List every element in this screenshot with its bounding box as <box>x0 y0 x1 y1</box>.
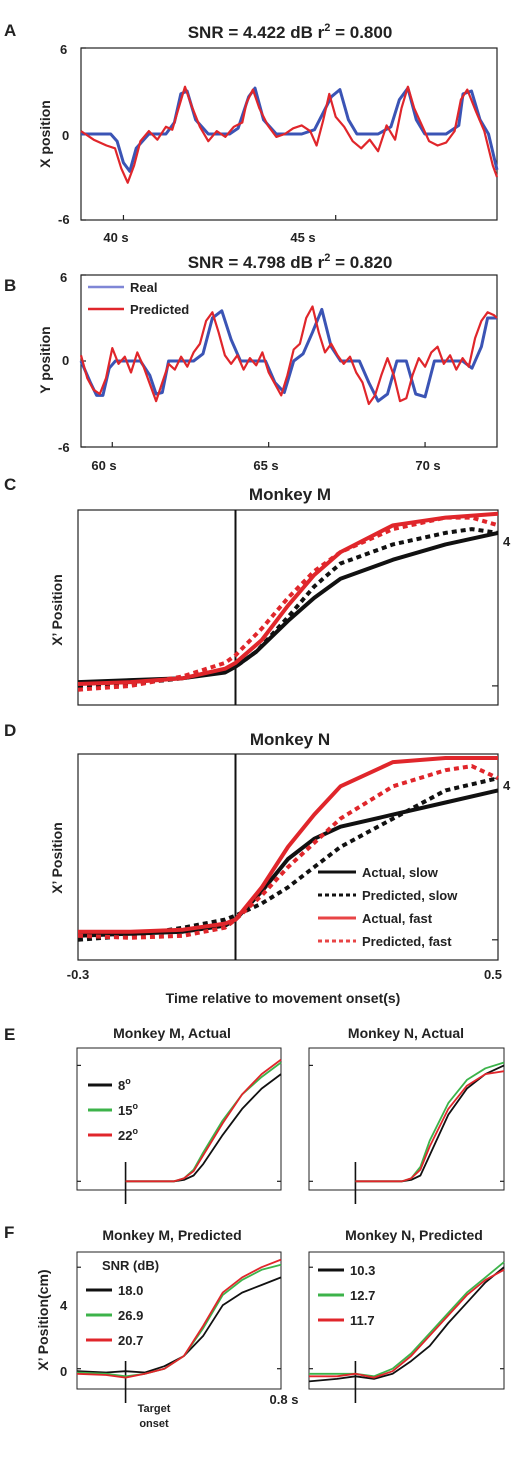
legend-label-snr-green-right: 12.7 <box>350 1288 375 1303</box>
panel-e-frame-left <box>76 1047 282 1191</box>
panel-a-title: SNR = 4.422 dB r2 = 0.800 <box>188 22 393 42</box>
panel-c-ylabel: X’ Position <box>49 574 65 646</box>
panel-label-f: F <box>4 1223 14 1242</box>
legend-label-snr-red-left: 20.7 <box>118 1333 143 1348</box>
panel-a-plot <box>80 47 499 221</box>
panel-e-series-right-15 <box>355 1061 505 1183</box>
legend-label-snr-black-right: 10.3 <box>350 1263 375 1278</box>
panel-b-xtick-70: 70 s <box>415 458 440 473</box>
panel-d-xtick-end: 0.5 <box>484 967 502 982</box>
panel-b-title: SNR = 4.798 dB r2 = 0.820 <box>188 252 393 272</box>
panel-d-title: Monkey N <box>250 730 330 749</box>
panel-d-series-actual-slow <box>77 788 499 938</box>
panel-f-title-left: Monkey M, Predicted <box>102 1227 241 1243</box>
panel-d-xlabel: Time relative to movement onset(s) <box>166 990 401 1006</box>
panel-d-series-predicted-fast <box>77 764 499 940</box>
panel-c-series-predicted-slow <box>77 527 499 688</box>
legend-label-real: Real <box>130 280 157 295</box>
panel-e: Monkey M, Actual Monkey N, Actual 8o 15o… <box>76 1025 505 1204</box>
legend-label-predicted: Predicted <box>130 302 189 317</box>
panel-f-series-right-black <box>308 1266 505 1383</box>
panel-e-plot <box>77 1058 505 1204</box>
panel-e-title-left: Monkey M, Actual <box>113 1025 231 1041</box>
panel-d-ytick-4: 4 <box>503 778 511 793</box>
panel-f-ytick-4: 4 <box>60 1298 68 1313</box>
legend-label-snr-red-right: 11.7 <box>350 1313 375 1328</box>
panel-a-series-real <box>81 86 499 173</box>
panel-e-title-right: Monkey N, Actual <box>348 1025 464 1041</box>
panel-f-target-label-1: Target <box>138 1403 171 1415</box>
panel-f-frame-right <box>308 1251 505 1390</box>
panel-a-xtick-45: 45 s <box>290 230 315 245</box>
panel-b-xtick-65: 65 s <box>253 458 278 473</box>
panel-label-c: C <box>4 475 16 494</box>
panel-e-frame-right <box>308 1047 505 1191</box>
panel-f-frame-left <box>76 1251 282 1390</box>
panel-e-series-left-22 <box>125 1058 282 1183</box>
panel-e-series-right-8 <box>355 1064 505 1183</box>
legend-label-actual-fast: Actual, fast <box>362 911 433 926</box>
panel-f-legend-title: SNR (dB) <box>102 1258 159 1273</box>
panel-f-ytick-0: 0 <box>60 1364 67 1379</box>
panel-a-ytick-0: 0 <box>62 128 69 143</box>
panel-a-ytick-6: 6 <box>60 42 67 57</box>
panel-f-plot <box>76 1258 505 1403</box>
panel-b-plot <box>79 274 498 448</box>
panel-b-ytick-6: 6 <box>60 270 67 285</box>
panel-b-xtick-60: 60 s <box>91 458 116 473</box>
panel-d-xtick-start: -0.3 <box>67 967 89 982</box>
panel-b-ylabel: Y position <box>37 326 53 393</box>
panel-a-xtick-40: 40 s <box>103 230 128 245</box>
panel-b-series-predicted <box>79 305 498 406</box>
panel-a: SNR = 4.422 dB r2 = 0.800 6 0 -6 X posit… <box>37 22 499 245</box>
panel-d-frame <box>77 753 499 961</box>
panel-d-plot <box>77 754 499 960</box>
panel-b-series-real <box>79 307 497 403</box>
panel-b: SNR = 4.798 dB r2 = 0.820 6 0 -6 Y posit… <box>37 252 498 473</box>
panel-b-ytick-neg6: -6 <box>58 440 70 455</box>
panel-f-xtick-end: 0.8 s <box>270 1392 299 1407</box>
panel-c-series-actual-fast <box>77 511 499 686</box>
legend-label-predicted-fast: Predicted, fast <box>362 934 452 949</box>
panel-label-a: A <box>4 21 16 40</box>
legend-label-predicted-slow: Predicted, slow <box>362 888 458 903</box>
legend-label-snr-green-left: 26.9 <box>118 1308 143 1323</box>
panel-label-e: E <box>4 1025 15 1044</box>
legend-label-snr-black-left: 18.0 <box>118 1283 143 1298</box>
legend-label-actual-slow: Actual, slow <box>362 865 439 880</box>
panel-d: Monkey N 4 X’ Position -0.3 0.5 Time rel… <box>49 730 511 1006</box>
panel-c-frame <box>77 509 499 706</box>
panel-d-series-actual-fast <box>78 756 498 934</box>
panel-f-series-right-red <box>309 1269 505 1379</box>
panel-a-ylabel: X position <box>37 100 53 168</box>
panel-b-ytick-0: 0 <box>62 353 69 368</box>
panel-a-ytick-neg6: -6 <box>58 212 70 227</box>
panel-e-series-left-8 <box>125 1073 282 1183</box>
panel-c: Monkey M 4 X’ Position <box>49 485 511 706</box>
panel-a-series-predicted <box>80 85 499 184</box>
panel-d-ylabel: X’ Position <box>49 822 65 894</box>
legend-label-22deg: 22o <box>118 1126 138 1143</box>
panel-f-title-right: Monkey N, Predicted <box>345 1227 483 1243</box>
panel-f-ylabel: X’ Position(cm) <box>35 1269 51 1370</box>
panel-label-d: D <box>4 721 16 740</box>
panel-label-b: B <box>4 276 16 295</box>
panel-f-target-label-2: onset <box>139 1418 169 1430</box>
panel-c-title: Monkey M <box>249 485 331 504</box>
panel-f: Monkey M, Predicted Monkey N, Predicted … <box>35 1227 505 1430</box>
panel-f-series-left-red <box>76 1258 282 1379</box>
panel-c-plot <box>77 510 499 705</box>
panel-e-series-right-22 <box>355 1070 505 1183</box>
legend-label-8deg: 8o <box>118 1076 131 1093</box>
panel-c-ytick-4: 4 <box>503 534 511 549</box>
legend-label-15deg: 15o <box>118 1101 138 1118</box>
